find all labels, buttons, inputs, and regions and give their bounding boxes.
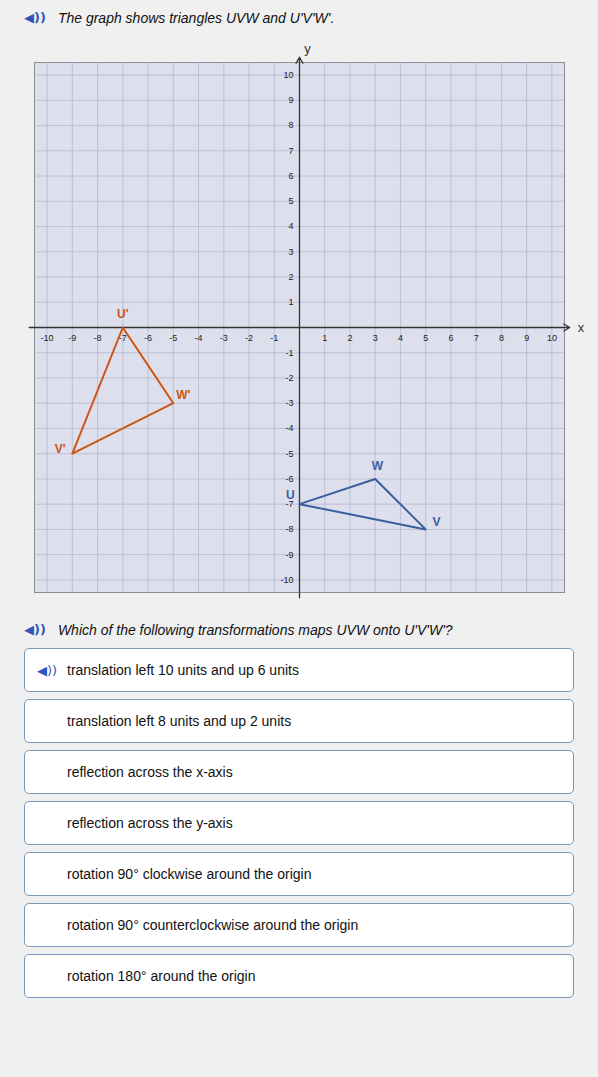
svg-text:x: x (578, 320, 585, 335)
svg-text:4: 4 (288, 221, 293, 231)
svg-text:3: 3 (373, 333, 378, 343)
svg-text:7: 7 (288, 146, 293, 156)
svg-text:-7: -7 (118, 333, 127, 344)
svg-text:-4: -4 (195, 333, 203, 343)
svg-text:9: 9 (524, 333, 529, 343)
html-text:rotation 90° clockwise around: rotation 90° clockwise around the origin (67, 866, 312, 882)
svg-text:1: 1 (288, 297, 293, 307)
svg-text:8: 8 (288, 120, 293, 130)
svg-text:-9: -9 (285, 550, 293, 560)
svg-text:3: 3 (288, 247, 293, 257)
svg-text:-8: -8 (94, 333, 102, 343)
html-text:The graph shows triangles UVW: The graph shows triangles UVW and U'V'W'… (57, 10, 335, 26)
svg-text:W: W (372, 459, 384, 473)
html-text:translation left 10 units and: translation left 10 units and up 6 units (67, 662, 299, 678)
svg-text:-8: -8 (285, 524, 293, 534)
svg-text:2: 2 (288, 272, 293, 282)
svg-text:8: 8 (499, 333, 504, 343)
svg-text:U': U' (117, 307, 129, 321)
html-text:Which of the following transfo: Which of the following transformations m… (57, 622, 453, 638)
svg-text:6: 6 (288, 171, 293, 181)
svg-text:5: 5 (288, 196, 293, 206)
svg-text:7: 7 (474, 333, 479, 343)
svg-text:-2: -2 (285, 373, 293, 383)
html-text:translation left 8 units and u: translation left 8 units and up 2 units (67, 713, 292, 729)
svg-text:-5: -5 (169, 333, 177, 343)
svg-text:V': V' (55, 442, 66, 456)
svg-text:-2: -2 (245, 333, 253, 343)
svg-text:U: U (286, 488, 295, 502)
svg-text:-1: -1 (285, 348, 293, 358)
svg-text:9: 9 (288, 95, 293, 105)
svg-text:y: y (304, 41, 311, 56)
svg-text:-3: -3 (220, 333, 228, 343)
svg-text:-1: -1 (270, 333, 278, 343)
svg-text:-10: -10 (41, 333, 54, 343)
svg-text:-9: -9 (68, 333, 76, 343)
svg-text:10: 10 (547, 333, 557, 343)
svg-text:W': W' (176, 388, 190, 402)
svg-text:V: V (433, 515, 441, 529)
svg-text:4: 4 (398, 333, 403, 343)
svg-text:5: 5 (423, 333, 428, 343)
svg-text:6: 6 (448, 333, 453, 343)
svg-text:-7: -7 (285, 499, 294, 509)
svg-text:2: 2 (347, 333, 352, 343)
svg-text:-5: -5 (285, 449, 293, 459)
svg-text:-10: -10 (280, 575, 293, 585)
svg-text:-6: -6 (144, 333, 152, 343)
html-text:reflection across the x-axis: reflection across the x-axis (67, 764, 233, 780)
svg-text:-4: -4 (285, 423, 293, 433)
html-text:rotation 90° counterclockwise: rotation 90° counterclockwise around the… (67, 917, 359, 933)
svg-text:-3: -3 (285, 398, 293, 408)
svg-text:-6: -6 (285, 474, 293, 484)
svg-text:1: 1 (322, 333, 327, 343)
html-text:reflection across the y-axis: reflection across the y-axis (67, 815, 233, 831)
html-text:rotation 180° around the origi: rotation 180° around the origin (67, 968, 256, 984)
svg-text:10: 10 (283, 70, 293, 80)
